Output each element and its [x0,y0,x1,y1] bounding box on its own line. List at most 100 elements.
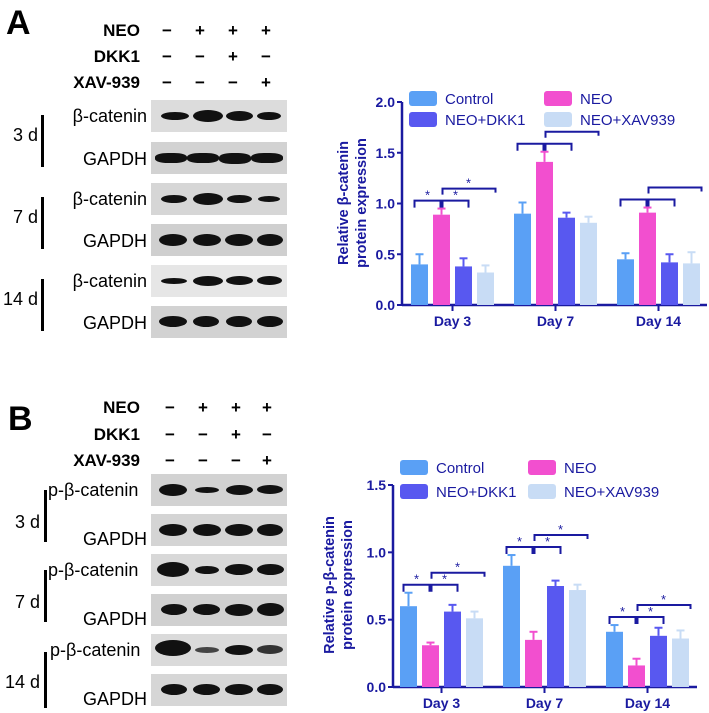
blot-strip-gapdh-7d [151,224,287,256]
condition-sign: + [195,21,205,40]
condition-sign: − [195,47,205,66]
y-tick-label: 0.5 [367,612,387,628]
day-bracket [41,279,44,331]
condition-label: DKK1 [93,47,140,66]
day-bracket [44,490,47,542]
bar-neo-xav939 [683,263,700,305]
legend-label: NEO+XAV939 [564,484,659,501]
condition-sign: + [228,21,238,40]
blot-target-label: β-catenin [72,189,147,209]
bar-neo-dkk1 [444,611,461,687]
y-tick-label: 2.0 [376,94,396,110]
bar-neo [536,161,553,305]
condition-sign: − [198,425,208,444]
significance-bracket [647,186,703,194]
blot-strip-gapdh-7d [151,594,287,626]
significance-bracket [636,616,665,625]
blot-target-label: β-catenin [72,271,147,291]
condition-sign: − [165,398,175,417]
x-tick-label: Day 14 [625,695,670,711]
significance-star: * [455,560,460,575]
legend-swatch [400,484,428,499]
chart-a: 0.0 0.5 1.0 1.5 2.0 Relative β-catenin protein… [336,91,707,329]
condition-sign: − [262,425,272,444]
condition-label: XAV-939 [73,451,140,470]
blot-control-label: GAPDH [82,609,147,629]
condition-sign: + [231,425,241,444]
bar-neo-xav939 [672,638,689,687]
condition-sign: − [165,451,175,470]
day-bracket [44,652,47,708]
condition-sign: + [198,398,208,417]
y-tick-label: 1.5 [376,145,396,161]
bar-control [617,259,634,305]
day-bracket [44,570,47,622]
bar-neo-xav939 [569,590,586,687]
y-tick-label: 0.0 [376,297,396,313]
x-tick-label: Day 7 [526,695,564,711]
significance-star: * [425,188,430,203]
legend-swatch [544,91,572,106]
bar-control [503,565,520,687]
legend-swatch [409,91,437,106]
legend-label: NEO+XAV939 [580,112,675,129]
blot-control-label: GAPDH [82,313,147,333]
day-label: 7 d [12,207,38,227]
significance-bracket [413,199,442,208]
blot-control-label: GAPDH [82,231,147,251]
significance-bracket [516,142,545,151]
x-tick-label: Day 14 [636,313,681,329]
blot-control-label: GAPDH [82,689,147,709]
condition-label: NEO [103,21,140,40]
bar-neo [433,214,450,305]
day-label: 14 d [2,289,38,309]
bar-neo-dkk1 [650,635,667,687]
blot-strip-p-beta-catenin-14d [151,634,287,666]
significance-bracket [619,198,648,207]
condition-sign: − [228,73,238,92]
significance-bracket [430,571,486,579]
significance-star: * [620,604,625,619]
blot-control-label: GAPDH [82,149,147,169]
day-label: 7 d [14,592,40,612]
bar-control [606,631,623,687]
y-axis-label: Relative β-catenin [336,141,352,265]
significance-bracket [402,583,431,592]
significance-star: * [558,522,563,537]
condition-sign: − [261,47,271,66]
bar-neo-xav939 [477,272,494,305]
significance-star: * [648,604,653,619]
condition-sign: − [231,451,241,470]
legend-swatch [400,460,428,475]
significance-star: * [661,592,666,607]
condition-sign: − [162,73,172,92]
y-tick-label: 0.0 [367,679,387,695]
significance-bracket [533,546,562,555]
y-axis-label: Relative p-β-catenin [322,516,338,654]
significance-bracket [647,198,676,207]
significance-bracket [441,187,497,195]
panel-b-letter: B [8,400,33,438]
day-label: 3 d [14,512,40,532]
blot-strip-gapdh-3d [151,514,287,546]
bar-neo-xav939 [466,618,483,687]
blot-target-label: p-β-catenin [50,640,141,660]
bar-neo-dkk1 [547,586,564,687]
day-bracket [41,115,44,167]
blot-strip-beta-catenin-7d [151,183,287,215]
legend-label: NEO+DKK1 [436,484,516,501]
legend-swatch [409,112,437,127]
significance-bracket [533,534,589,542]
bar-neo-xav939 [580,222,597,305]
significance-star: * [545,534,550,549]
condition-label: XAV-939 [73,73,140,92]
significance-bracket [544,130,600,138]
bar-neo [639,212,656,305]
significance-bracket [505,546,534,555]
bar-neo [628,665,645,687]
significance-star: * [517,534,522,549]
condition-sign: + [228,47,238,66]
y-tick-label: 1.0 [376,196,396,212]
legend-swatch [528,484,556,499]
legend-label: Control [445,91,493,108]
